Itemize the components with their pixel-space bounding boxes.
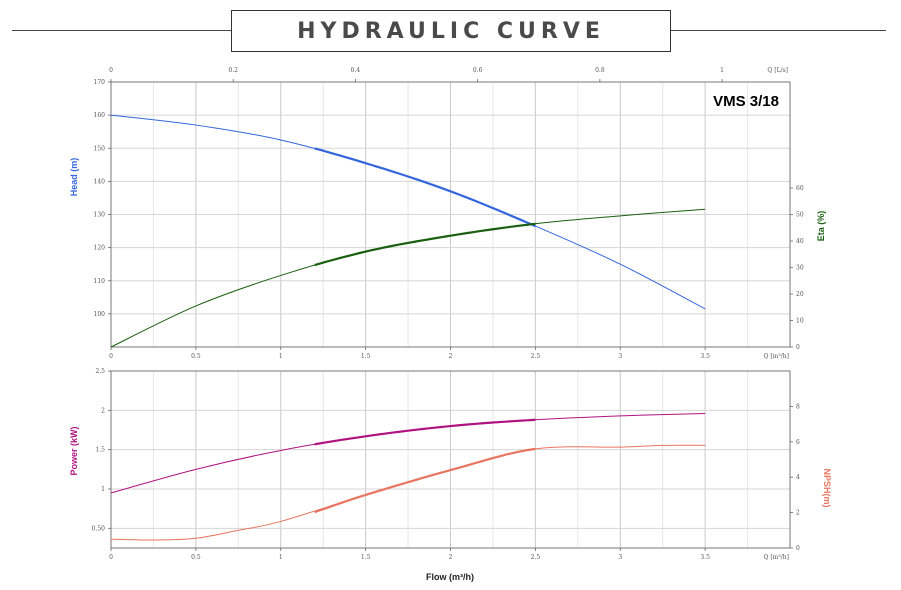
top-axis-tick-label: 0.6 <box>473 67 483 74</box>
upper-right-tick-label: 40 <box>796 238 804 245</box>
upper-series-bold-0 <box>314 147 536 228</box>
upper-left-tick-label: 140 <box>94 178 106 185</box>
lower-x-tick-label: 1.5 <box>361 554 371 561</box>
lower-x-tick-label: 2 <box>449 554 453 561</box>
upper-left-tick-label: 120 <box>94 245 106 252</box>
upper-right-tick-label: 60 <box>796 185 804 192</box>
lower-right-tick-label: 6 <box>796 439 800 446</box>
upper-left-tick-label: 100 <box>94 311 106 318</box>
top-axis-tick-label: 1 <box>720 67 724 74</box>
top-axis-tick-label: 0.8 <box>595 67 605 74</box>
lower-right-tick-label: 2 <box>796 510 800 517</box>
upper-x-tick-label: 1.5 <box>361 353 371 360</box>
top-axis-tick-label: 0.2 <box>228 67 238 74</box>
upper-series-bold-1 <box>314 222 536 267</box>
upper-right-tick-label: 10 <box>796 318 804 325</box>
lower-left-tick-label: 2 <box>101 407 105 414</box>
lower-x-tick-label: 0 <box>109 554 113 561</box>
upper-x-tick-label: 0.5 <box>191 353 201 360</box>
upper-left-tick-label: 130 <box>94 212 106 219</box>
lower-x-tick-label: 2.5 <box>531 554 541 561</box>
top-axis-tick-label: 0.4 <box>351 67 361 74</box>
top-axis-unit: Q [L/s] <box>767 67 788 74</box>
upper-x-tick-label: 2 <box>449 353 453 360</box>
lower-x-axis-unit: Q [m³/h] <box>764 554 790 561</box>
lower-left-tick-label: 2.5 <box>95 368 105 375</box>
lower-right-axis-title: NPSH(m) <box>822 468 832 507</box>
upper-x-tick-label: 2.5 <box>531 353 541 360</box>
model-label: VMS 3/18 <box>713 93 779 110</box>
upper-x-tick-label: 0 <box>109 353 113 360</box>
page-title: HYDRAULIC CURVE <box>297 18 605 44</box>
lower-right-tick-label: 0 <box>796 545 800 552</box>
flow-axis-title: Flow (m³/h) <box>426 572 474 582</box>
lower-x-tick-label: 1 <box>279 554 283 561</box>
upper-x-tick-label: 3.5 <box>700 353 710 360</box>
upper-left-tick-label: 160 <box>94 112 106 119</box>
lower-series-bold-1 <box>314 447 536 514</box>
lower-left-tick-label: 1.5 <box>95 447 105 454</box>
upper-left-tick-label: 170 <box>94 79 106 86</box>
lower-series-bold-0 <box>314 418 536 446</box>
title-rule-right <box>671 30 886 31</box>
upper-right-tick-label: 0 <box>796 344 800 351</box>
lower-right-tick-label: 4 <box>796 474 800 481</box>
lower-x-tick-label: 3 <box>618 554 622 561</box>
upper-x-axis-unit: Q [m³/h] <box>764 353 790 360</box>
lower-x-tick-label: 3.5 <box>700 554 710 561</box>
title-rule-left <box>12 30 231 31</box>
upper-right-tick-label: 50 <box>796 212 804 219</box>
upper-right-tick-label: 20 <box>796 291 804 298</box>
lower-left-axis-title: Power (kW) <box>69 426 79 475</box>
lower-x-tick-label: 0.5 <box>191 554 201 561</box>
upper-left-axis-title: Head (m) <box>69 158 79 197</box>
upper-right-axis-title: Eta (%) <box>816 211 826 242</box>
upper-right-tick-label: 30 <box>796 265 804 272</box>
upper-x-tick-label: 3 <box>618 353 622 360</box>
lower-right-tick-label: 8 <box>796 403 800 410</box>
upper-x-tick-label: 1 <box>279 353 283 360</box>
lower-left-tick-label: 0.50 <box>92 525 106 532</box>
top-axis-tick-label: 0 <box>109 67 113 74</box>
lower-left-tick-label: 1 <box>101 486 105 493</box>
upper-left-tick-label: 110 <box>94 278 106 285</box>
upper-left-tick-label: 150 <box>94 145 106 152</box>
title-box: HYDRAULIC CURVE <box>231 10 671 52</box>
